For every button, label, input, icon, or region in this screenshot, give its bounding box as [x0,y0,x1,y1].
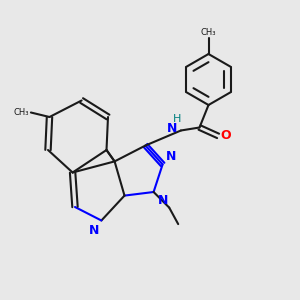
Text: CH₃: CH₃ [201,28,216,37]
Text: H: H [173,114,182,124]
Text: N: N [167,122,177,136]
Text: CH₃: CH₃ [14,108,29,117]
Text: N: N [166,150,176,163]
Text: O: O [220,129,231,142]
Text: N: N [88,224,99,236]
Text: N: N [158,194,168,207]
